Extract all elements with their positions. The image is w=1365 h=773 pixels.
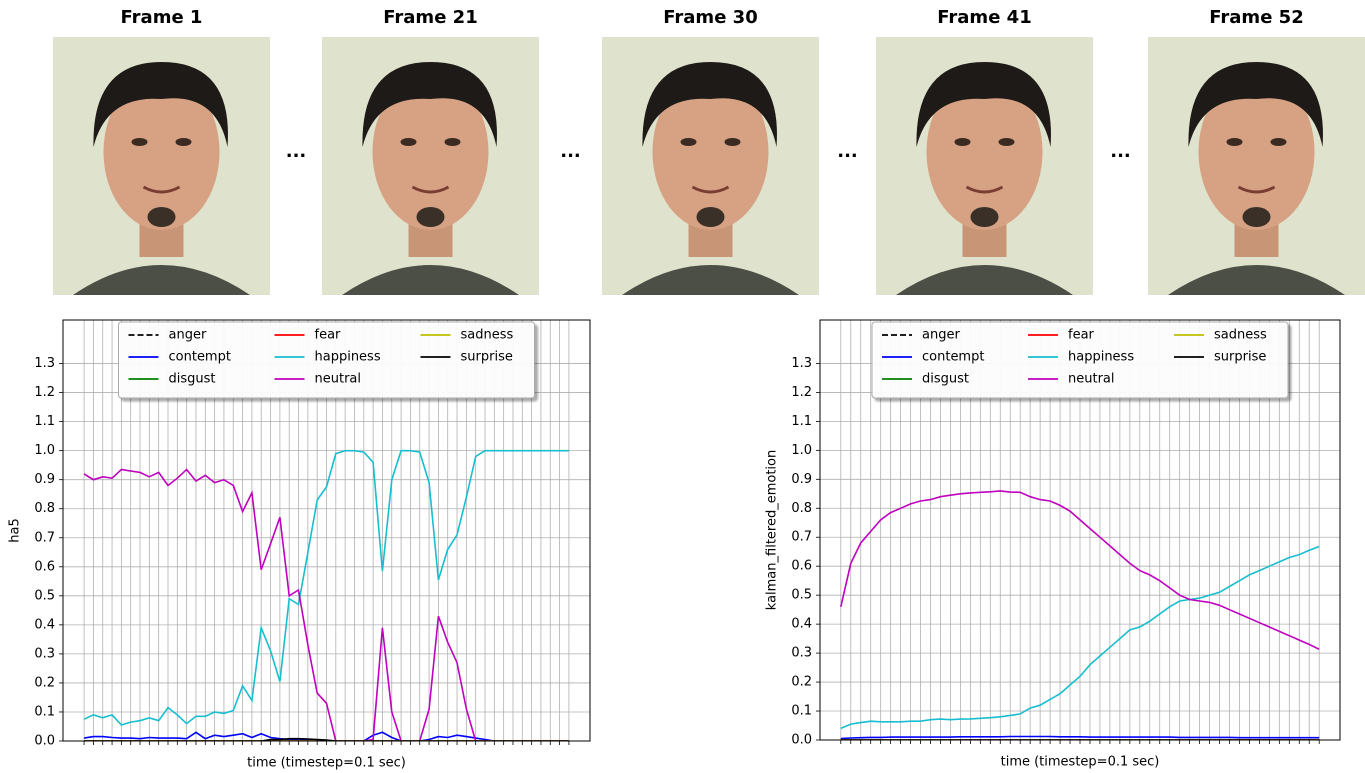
y-tick-label: 0.5 bbox=[791, 588, 812, 603]
series-line bbox=[840, 735, 1320, 740]
legend-label: sadness bbox=[461, 328, 514, 343]
legend-label: contempt bbox=[169, 350, 231, 365]
frame-title: Frame 41 bbox=[937, 7, 1031, 28]
y-tick-label: 0.8 bbox=[791, 501, 812, 516]
legend-label: contempt bbox=[922, 350, 984, 365]
legend-label: surprise bbox=[461, 350, 513, 365]
legend: anger contempt disgust fear happiness neutral… bbox=[871, 321, 1289, 399]
y-tick-label: 1.1 bbox=[791, 414, 812, 429]
y-axis-label: ha5 bbox=[8, 518, 23, 542]
legend-label: sadness bbox=[1214, 328, 1267, 343]
y-tick-label: 0.7 bbox=[34, 530, 55, 545]
frame-photo bbox=[1148, 37, 1365, 295]
legend-box bbox=[871, 321, 1289, 399]
y-tick-label: 0.0 bbox=[791, 733, 812, 748]
y-tick-label: 1.0 bbox=[791, 443, 812, 458]
y-tick-label: 0.5 bbox=[34, 588, 55, 603]
series-line bbox=[840, 545, 1320, 730]
y-tick-label: 0.4 bbox=[791, 617, 812, 632]
x-axis-label: time (timestep=0.1 sec) bbox=[1001, 755, 1160, 770]
legend-label: neutral bbox=[315, 372, 362, 387]
y-tick-label: 1.3 bbox=[34, 356, 55, 371]
legend-label: disgust bbox=[169, 372, 216, 387]
y-tick-label: 1.0 bbox=[34, 443, 55, 458]
chart: 0.0 0.1 0.2 0.3 0.4 0.5 0.6 0.7 0.8 0.9 1.0 1.1 1.2 1… bbox=[8, 319, 591, 771]
y-tick-label: 1.3 bbox=[791, 356, 812, 371]
y-tick-label: 0.1 bbox=[791, 704, 812, 719]
y-tick-label: 0.6 bbox=[791, 559, 812, 574]
chart: 0.0 0.1 0.2 0.3 0.4 0.5 0.6 0.7 0.8 0.9 1.0 1.1 1.2 1… bbox=[765, 319, 1341, 770]
series-line bbox=[84, 737, 569, 741]
legend-label: fear bbox=[1068, 328, 1095, 343]
y-tick-label: 0.7 bbox=[791, 530, 812, 545]
series-line bbox=[83, 468, 569, 741]
frame-title: Frame 30 bbox=[663, 7, 757, 28]
y-tick-label: 0.1 bbox=[34, 704, 55, 719]
y-tick-label: 0.3 bbox=[34, 646, 55, 661]
photo-strip bbox=[53, 37, 1365, 295]
frame-title: Frame 1 bbox=[121, 7, 203, 28]
frame-photo bbox=[602, 37, 819, 295]
y-axis-label: kalman_filtered_emotion bbox=[765, 450, 780, 610]
y-tick-label: 0.4 bbox=[34, 617, 55, 632]
ellipsis: ... bbox=[560, 141, 581, 162]
y-tick-label: 1.2 bbox=[791, 385, 812, 400]
legend-label: fear bbox=[315, 328, 342, 343]
ellipsis: ... bbox=[1110, 141, 1131, 162]
y-tick-label: 0.2 bbox=[34, 675, 55, 690]
y-tick-label: 1.2 bbox=[34, 385, 55, 400]
y-tick-label: 0.9 bbox=[34, 472, 55, 487]
series-line bbox=[840, 490, 1320, 651]
legend-label: neutral bbox=[1068, 372, 1115, 387]
legend-label: anger bbox=[922, 328, 960, 343]
ellipsis: ... bbox=[286, 141, 307, 162]
legend-label: disgust bbox=[922, 372, 969, 387]
y-tick-label: 0.2 bbox=[791, 675, 812, 690]
series-line bbox=[83, 449, 569, 726]
y-tick-label: 1.1 bbox=[34, 414, 55, 429]
y-tick-label: 0.0 bbox=[34, 734, 55, 749]
x-axis-label: time (timestep=0.1 sec) bbox=[247, 756, 406, 771]
frame-title: Frame 21 bbox=[383, 7, 477, 28]
y-tick-label: 0.6 bbox=[34, 559, 55, 574]
legend-label: happiness bbox=[315, 350, 381, 365]
plot-frame bbox=[819, 319, 1341, 741]
legend-box bbox=[118, 321, 535, 399]
y-tick-label: 0.8 bbox=[34, 501, 55, 516]
legend-label: anger bbox=[169, 328, 207, 343]
series-line bbox=[83, 731, 569, 741]
y-tick-label: 0.9 bbox=[791, 472, 812, 487]
frame-photo bbox=[876, 37, 1093, 295]
legend-label: happiness bbox=[1068, 350, 1134, 365]
frame-photo bbox=[322, 37, 539, 295]
ellipsis: ... bbox=[837, 141, 858, 162]
legend: anger contempt disgust fear happiness neutral… bbox=[118, 321, 535, 399]
frame-photo bbox=[53, 37, 270, 295]
plot-frame bbox=[62, 319, 591, 742]
y-tick-label: 0.3 bbox=[791, 646, 812, 661]
frame-title: Frame 52 bbox=[1209, 7, 1303, 28]
legend-label: surprise bbox=[1214, 350, 1266, 365]
